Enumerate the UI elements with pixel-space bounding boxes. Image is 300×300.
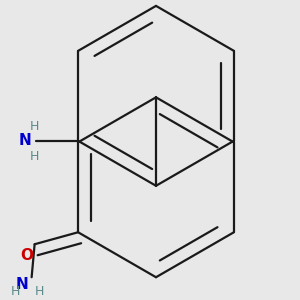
Text: N: N	[16, 277, 28, 292]
Text: H: H	[34, 285, 44, 298]
Text: H: H	[11, 285, 20, 298]
Text: O: O	[20, 248, 34, 263]
Text: N: N	[19, 133, 31, 148]
Text: H: H	[30, 120, 39, 133]
Text: H: H	[30, 150, 39, 163]
